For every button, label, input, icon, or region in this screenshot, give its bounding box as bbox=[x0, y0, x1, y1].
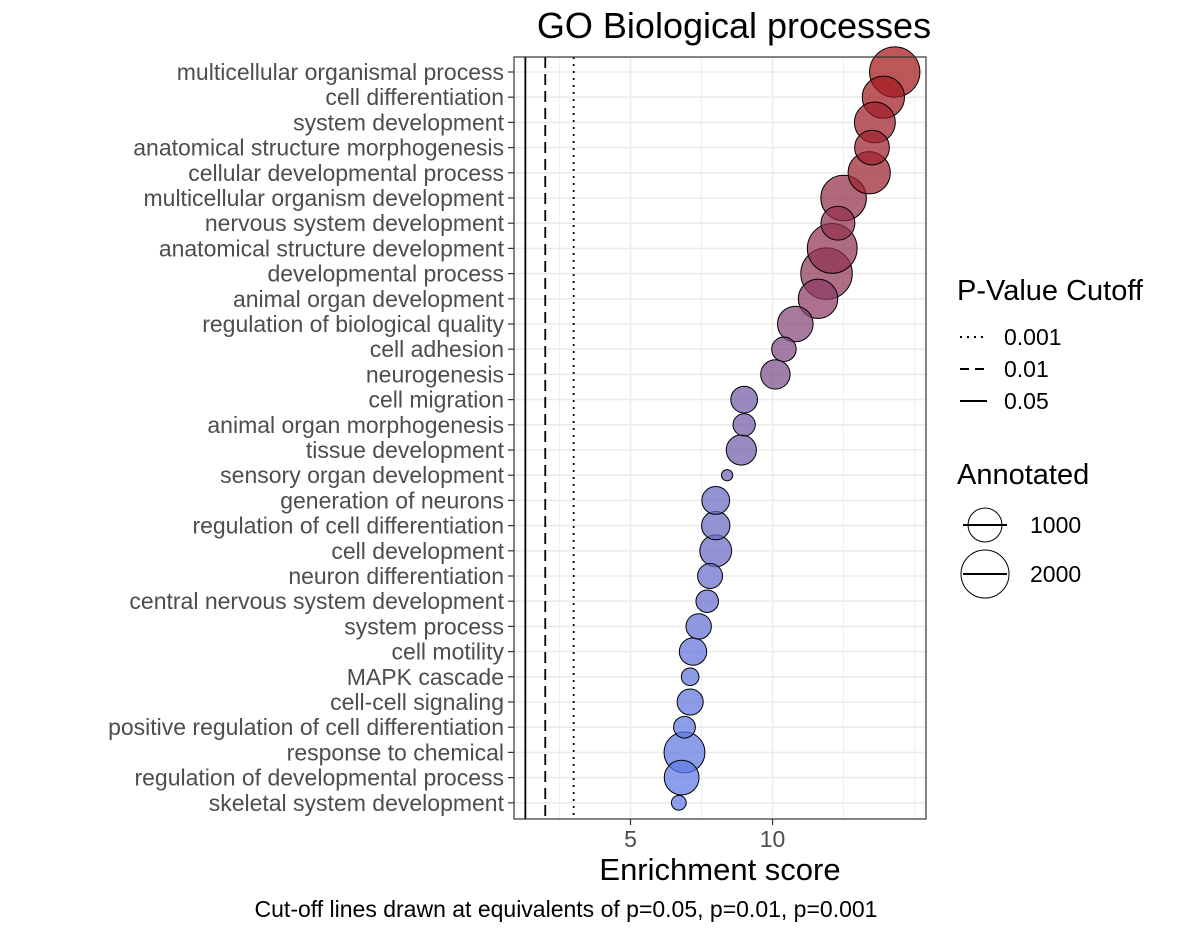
y-axis-label: cell differentiation bbox=[325, 84, 504, 110]
y-axis-label: skeletal system development bbox=[209, 790, 505, 816]
y-axis-label: animal organ development bbox=[233, 286, 505, 312]
data-point bbox=[720, 469, 734, 482]
y-axis-label: multicellular organismal process bbox=[177, 59, 504, 85]
chart-title: GO Biological processes bbox=[537, 5, 931, 46]
data-point bbox=[673, 715, 696, 739]
data-point bbox=[670, 794, 687, 811]
y-axis-label: positive regulation of cell differentiat… bbox=[108, 714, 504, 740]
chart-caption: Cut-off lines drawn at equivalents of p=… bbox=[255, 896, 878, 922]
y-axis-label: multicellular organism development bbox=[144, 185, 505, 211]
data-point bbox=[776, 305, 814, 343]
x-axis-ticks: 5 10 bbox=[624, 819, 785, 852]
y-axis-label: response to chemical bbox=[287, 739, 504, 765]
legend-size-title: Annotated bbox=[957, 459, 1089, 491]
y-axis-label: MAPK cascade bbox=[347, 664, 504, 690]
data-point bbox=[680, 667, 700, 687]
data-point bbox=[701, 486, 731, 515]
data-point bbox=[663, 759, 700, 796]
y-axis-label: developmental process bbox=[267, 261, 504, 287]
y-axis-label: animal organ morphogenesis bbox=[207, 412, 504, 438]
y-axis-label: anatomical structure morphogenesis bbox=[133, 135, 504, 161]
y-axis-label: cellular developmental process bbox=[188, 160, 504, 186]
legend-pvalue-cutoff: P-Value Cutoff 0.001 0.01 0.05 bbox=[957, 275, 1144, 414]
y-axis-label: cell migration bbox=[369, 387, 505, 413]
data-point bbox=[678, 637, 708, 666]
data-point bbox=[760, 359, 791, 390]
y-axis-label: tissue development bbox=[306, 437, 505, 463]
y-axis-label: anatomical structure development bbox=[159, 235, 505, 261]
y-axis-label: cell-cell signaling bbox=[330, 689, 504, 715]
y-axis-label: system process bbox=[344, 613, 504, 639]
data-point bbox=[725, 434, 757, 466]
data-point bbox=[854, 129, 890, 166]
legend-size-circle bbox=[960, 549, 1010, 599]
x-axis-label: Enrichment score bbox=[599, 852, 840, 887]
y-axis-label: regulation of biological quality bbox=[202, 311, 504, 337]
data-point bbox=[685, 613, 712, 640]
y-axis-label: central nervous system development bbox=[129, 588, 504, 614]
y-axis-label: generation of neurons bbox=[280, 487, 504, 513]
legend-size-label: 1000 bbox=[1030, 512, 1081, 538]
data-point bbox=[732, 413, 756, 437]
cutoff-lines bbox=[524, 57, 575, 819]
legend-cutoff-label: 0.001 bbox=[1004, 324, 1062, 350]
y-axis-label: sensory organ development bbox=[220, 462, 504, 488]
legend-cutoff-label: 0.05 bbox=[1004, 388, 1049, 414]
data-point bbox=[797, 278, 839, 320]
data-point bbox=[730, 385, 759, 414]
data-point bbox=[697, 563, 724, 589]
data-point bbox=[676, 688, 704, 716]
data-point bbox=[771, 336, 797, 362]
y-axis-label: cell development bbox=[331, 538, 504, 564]
y-axis-label: cell motility bbox=[392, 639, 505, 665]
y-axis-label: system development bbox=[293, 109, 505, 135]
data-point bbox=[695, 589, 719, 613]
y-axis-label: cell adhesion bbox=[370, 336, 504, 362]
x-axis-tick-label: 10 bbox=[760, 826, 786, 852]
data-point bbox=[701, 510, 731, 541]
legend-cutoff-title: P-Value Cutoff bbox=[957, 275, 1144, 307]
y-axis-label: regulation of cell differentiation bbox=[192, 513, 504, 539]
data-point bbox=[820, 205, 856, 241]
data-points bbox=[663, 46, 921, 811]
y-axis-label: regulation of developmental process bbox=[134, 765, 504, 791]
x-axis-tick-label: 5 bbox=[624, 826, 637, 852]
legend-cutoff-label: 0.01 bbox=[1004, 356, 1049, 382]
y-axis-label: neuron differentiation bbox=[288, 563, 504, 589]
legend-size-label: 2000 bbox=[1030, 561, 1081, 587]
y-axis-label: nervous system development bbox=[205, 210, 505, 236]
legend-annotated: Annotated 1000 2000 bbox=[957, 459, 1089, 599]
y-axis-label: neurogenesis bbox=[366, 361, 504, 387]
plot-border bbox=[513, 56, 927, 820]
